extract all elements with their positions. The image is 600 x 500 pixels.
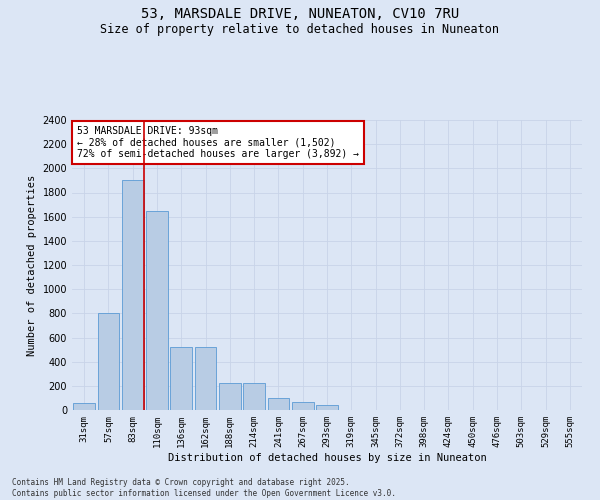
Bar xyxy=(268,398,289,410)
Text: Contains HM Land Registry data © Crown copyright and database right 2025.
Contai: Contains HM Land Registry data © Crown c… xyxy=(12,478,396,498)
X-axis label: Distribution of detached houses by size in Nuneaton: Distribution of detached houses by size … xyxy=(167,452,487,462)
Text: 53 MARSDALE DRIVE: 93sqm
← 28% of detached houses are smaller (1,502)
72% of sem: 53 MARSDALE DRIVE: 93sqm ← 28% of detach… xyxy=(77,126,359,159)
Bar xyxy=(73,403,95,410)
Text: Size of property relative to detached houses in Nuneaton: Size of property relative to detached ho… xyxy=(101,22,499,36)
Bar xyxy=(219,383,241,410)
Y-axis label: Number of detached properties: Number of detached properties xyxy=(27,174,37,356)
Bar xyxy=(243,383,265,410)
Bar xyxy=(122,180,143,410)
Bar xyxy=(316,405,338,410)
Bar xyxy=(146,210,168,410)
Bar xyxy=(97,314,119,410)
Bar xyxy=(194,347,217,410)
Bar xyxy=(170,347,192,410)
Bar xyxy=(292,402,314,410)
Text: 53, MARSDALE DRIVE, NUNEATON, CV10 7RU: 53, MARSDALE DRIVE, NUNEATON, CV10 7RU xyxy=(141,8,459,22)
